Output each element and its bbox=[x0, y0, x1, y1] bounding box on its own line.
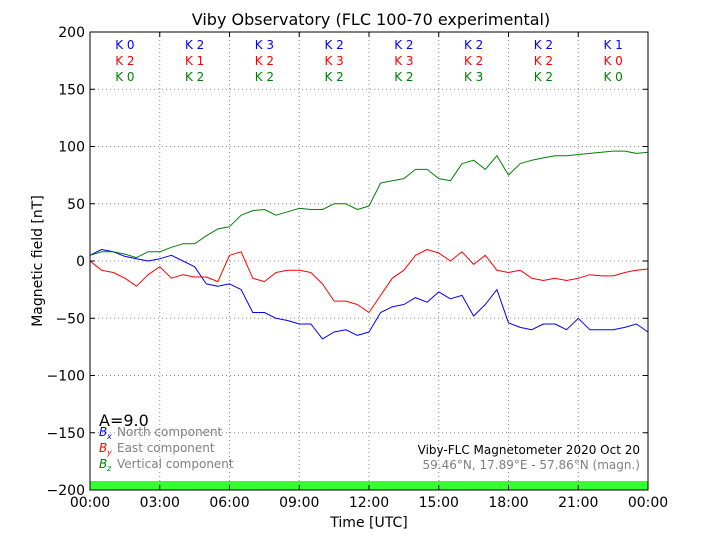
x-tick-label: 06:00 bbox=[209, 495, 249, 511]
k-index-value: K 1 bbox=[603, 38, 622, 52]
k-index-value: K 2 bbox=[324, 70, 343, 84]
series-line-y bbox=[89, 249, 649, 313]
k-index-value: K 2 bbox=[394, 70, 413, 84]
series-line-z bbox=[89, 150, 649, 259]
series-line-x bbox=[89, 249, 649, 340]
y-tick-label: 0 bbox=[76, 254, 85, 270]
legend-symbol: B bbox=[99, 457, 107, 471]
y-tick-label: 100 bbox=[58, 140, 85, 156]
k-index-value: K 0 bbox=[115, 70, 134, 84]
x-tick-label: 00:00 bbox=[628, 495, 668, 511]
series-lines bbox=[89, 150, 649, 340]
k-index-value: K 2 bbox=[464, 54, 483, 68]
legend-symbol: B bbox=[99, 425, 107, 439]
x-tick-label: 00:00 bbox=[70, 495, 110, 511]
k-index-value: K 2 bbox=[255, 54, 274, 68]
k-index-value: K 2 bbox=[534, 38, 553, 52]
y-tick-label: −50 bbox=[55, 311, 85, 327]
k-index-value: K 2 bbox=[464, 38, 483, 52]
k-index-value: K 0 bbox=[603, 54, 622, 68]
x-tick-label: 21:00 bbox=[558, 495, 598, 511]
legend-symbol: B bbox=[99, 441, 107, 455]
k-index-value: K 0 bbox=[603, 70, 622, 84]
x-tick-label: 03:00 bbox=[140, 495, 180, 511]
k-index-value: K 2 bbox=[115, 54, 134, 68]
activity-index-label: A=9.0 bbox=[99, 411, 149, 430]
y-tick-label: −100 bbox=[47, 369, 85, 385]
legend-symbol-subscript: z bbox=[106, 464, 112, 473]
k-index-value: K 2 bbox=[394, 38, 413, 52]
k-index-value: K 2 bbox=[324, 38, 343, 52]
k-index-table: K 0 K 2 K 3 K 2 K 2 K 2 K 2 K 1 K 2 K 1 K 2 K 3 K 3 K… bbox=[115, 38, 623, 84]
k-index-value: K 3 bbox=[255, 38, 274, 52]
legend-symbol-subscript: y bbox=[106, 448, 112, 457]
coordinates-label: 59.46°N, 17.89°E - 57.86°N (magn.) bbox=[423, 458, 640, 472]
y-tick-label: 50 bbox=[67, 197, 85, 213]
y-tick-label: −200 bbox=[47, 483, 85, 499]
legend-label: North component bbox=[117, 425, 223, 439]
chart-title: Viby Observatory (FLC 100-70 experimenta… bbox=[192, 10, 551, 29]
legend-symbol-subscript: x bbox=[106, 432, 112, 441]
y-tick-label: 200 bbox=[58, 25, 85, 41]
x-tick-label: 15:00 bbox=[419, 495, 459, 511]
y-axis-label: Magnetic field [nT] bbox=[30, 195, 46, 327]
x-tick-label: 12:00 bbox=[349, 495, 389, 511]
k-index-value: K 2 bbox=[534, 70, 553, 84]
k-index-value: K 3 bbox=[324, 54, 343, 68]
x-tick-label: 09:00 bbox=[279, 495, 319, 511]
k-index-value: K 2 bbox=[185, 38, 204, 52]
k-index-value: K 3 bbox=[464, 70, 483, 84]
k-index-value: K 3 bbox=[394, 54, 413, 68]
legend-label: East component bbox=[117, 441, 215, 455]
k-index-value: K 2 bbox=[255, 70, 274, 84]
axes: 00:00 03:00 06:00 09:00 12:00 15:00 18:00 21:00… bbox=[47, 25, 669, 511]
k-index-value: K 2 bbox=[534, 54, 553, 68]
x-tick-label: 18:00 bbox=[488, 495, 528, 511]
instrument-label: Viby-FLC Magnetometer 2020 Oct 20 bbox=[418, 443, 640, 457]
y-tick-label: 150 bbox=[58, 82, 85, 98]
y-tick-label: −150 bbox=[47, 426, 85, 442]
k-index-value: K 0 bbox=[115, 38, 134, 52]
x-axis-label: Time [UTC] bbox=[329, 515, 407, 531]
k-index-value: K 2 bbox=[185, 70, 204, 84]
legend-label: Vertical component bbox=[117, 457, 234, 471]
k-index-value: K 1 bbox=[185, 54, 204, 68]
